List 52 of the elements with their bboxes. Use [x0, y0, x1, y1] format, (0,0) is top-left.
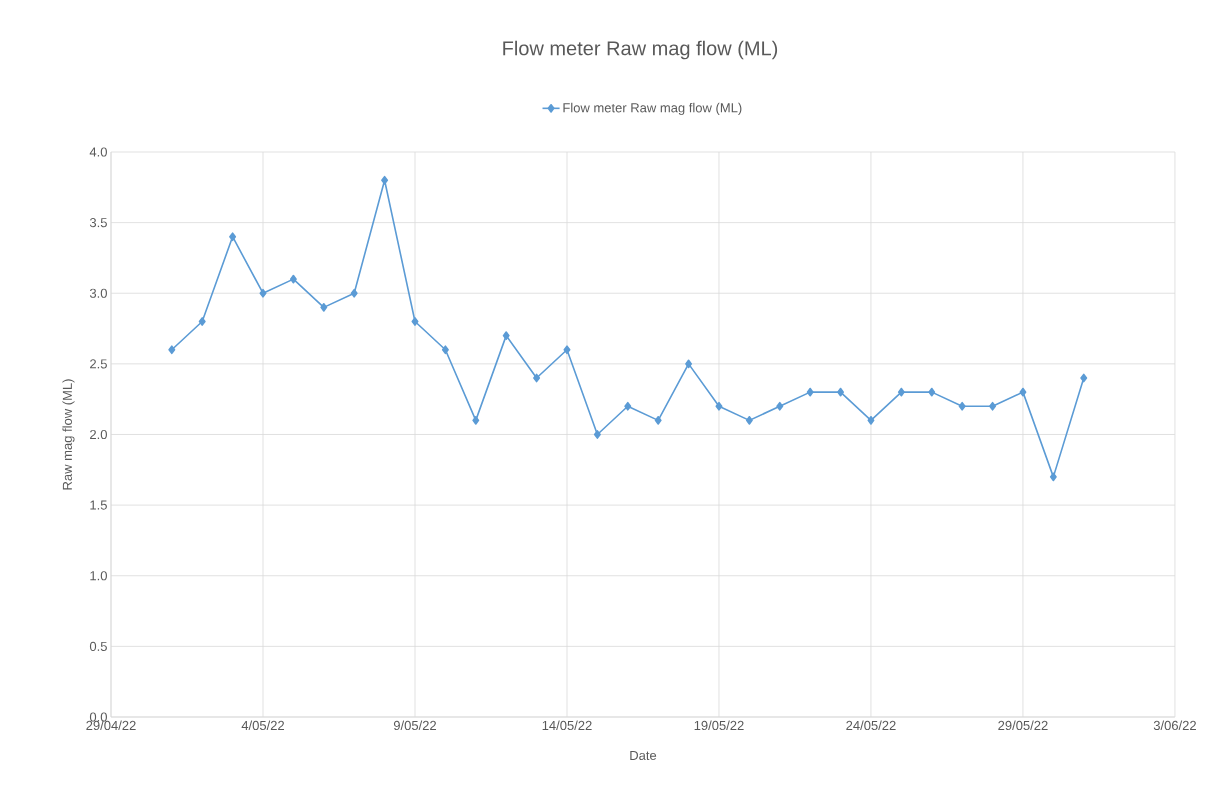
point — [320, 302, 328, 312]
y-tick-label: 1.0 — [90, 571, 107, 581]
x-tick-label: 19/05/22 — [694, 720, 744, 731]
point — [411, 317, 419, 326]
y-tick-label: 2.5 — [90, 359, 107, 369]
point — [958, 401, 966, 411]
x-tick-label: 3/06/22 — [1153, 720, 1196, 731]
point — [259, 288, 267, 298]
point — [745, 415, 753, 425]
y-tick-label: 4.0 — [89, 147, 107, 157]
point — [989, 401, 997, 411]
y-tick-label: 3.5 — [89, 218, 107, 228]
point — [1049, 472, 1057, 482]
x-axis-title: Date — [630, 750, 657, 760]
y-tick-label: 0.0 — [89, 712, 107, 722]
point — [168, 345, 176, 355]
x-tick-label: 29/04/22 — [86, 720, 136, 731]
point — [715, 401, 723, 411]
point — [806, 387, 814, 397]
x-tick-label: 29/05/22 — [998, 720, 1048, 731]
point — [867, 415, 875, 425]
y-tick-label: 2.0 — [90, 429, 107, 440]
point — [563, 345, 571, 355]
x-tick-label: 4/05/22 — [241, 720, 285, 731]
x-tick-label: 14/05/22 — [542, 720, 592, 731]
chart-title: Flow meter Raw mag flow (ML) — [503, 40, 778, 60]
point — [624, 401, 632, 411]
x-tick-label: 24/05/22 — [846, 720, 896, 731]
y-tick-label: 0.5 — [89, 641, 107, 651]
point — [776, 401, 784, 411]
point — [350, 288, 358, 298]
point — [685, 359, 693, 369]
x-tick-label: 9/05/22 — [393, 720, 437, 731]
point — [837, 387, 845, 397]
point — [441, 345, 449, 355]
point — [289, 274, 297, 284]
point — [897, 387, 905, 397]
point — [593, 430, 601, 439]
point — [654, 415, 662, 425]
y-tick-label: 3.0 — [89, 288, 107, 298]
point — [502, 331, 510, 341]
point — [229, 232, 237, 242]
point — [1080, 373, 1088, 383]
legend-label: Flow meter Raw mag flow (ML) — [563, 102, 742, 115]
point — [1019, 387, 1027, 397]
y-axis-title: Raw mag flow (ML) — [62, 379, 75, 490]
point — [533, 373, 541, 383]
point — [928, 387, 936, 397]
point — [198, 317, 206, 326]
y-tick-label: 1.5 — [90, 500, 107, 510]
point — [381, 175, 389, 185]
point — [472, 415, 480, 425]
